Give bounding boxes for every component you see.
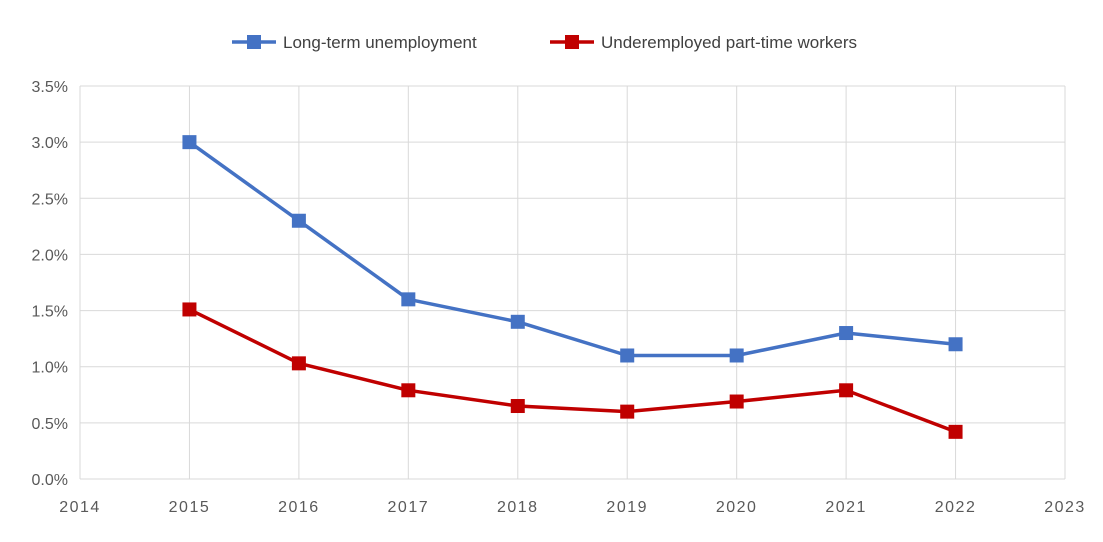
x-tick-label: 2018 — [497, 499, 539, 516]
x-tick-label: 2015 — [169, 499, 211, 516]
x-tick-label: 2020 — [716, 499, 758, 516]
data-point — [182, 135, 197, 150]
data-point — [948, 424, 963, 439]
y-tick-label: 2.5% — [32, 191, 68, 208]
data-point — [401, 292, 416, 307]
data-point — [291, 213, 306, 228]
legend: Long-term unemployment Underemployed part… — [232, 33, 857, 52]
data-point — [620, 348, 635, 363]
data-point — [401, 383, 416, 398]
y-tick-label: 1.0% — [32, 360, 68, 377]
x-tick-label: 2014 — [59, 499, 101, 516]
x-tick-label: 2021 — [825, 499, 867, 516]
x-tick-label: 2019 — [606, 499, 648, 516]
x-tick-label: 2017 — [388, 499, 430, 516]
series-2 — [182, 302, 963, 439]
grid-lines — [79, 85, 1066, 480]
y-axis-ticks: 0.0% 0.5% 1.0% 1.5% 2.0% 2.5% 3.0% 3.5% — [32, 79, 68, 489]
x-tick-label: 2023 — [1044, 499, 1086, 516]
data-point — [729, 348, 744, 363]
y-tick-label: 3.5% — [32, 79, 68, 96]
series-line — [188, 307, 957, 434]
x-axis-ticks: 2014 2015 2016 2017 2018 2019 2020 2021 2022 2023 — [59, 499, 1086, 516]
data-point — [839, 383, 854, 398]
series-layer — [182, 135, 963, 439]
legend-label: Long-term unemployment — [283, 33, 477, 52]
y-tick-label: 0.0% — [32, 472, 68, 489]
legend-item: Long-term unemployment — [232, 33, 477, 52]
data-point — [182, 302, 197, 317]
data-point — [948, 337, 963, 352]
x-tick-label: 2016 — [278, 499, 320, 516]
series-1 — [182, 135, 963, 363]
series-line — [188, 140, 956, 358]
data-point — [510, 314, 525, 329]
x-tick-label: 2022 — [935, 499, 977, 516]
legend-marker — [247, 35, 261, 49]
legend-marker — [565, 35, 579, 49]
data-point — [291, 356, 306, 371]
data-point — [510, 399, 525, 414]
y-tick-label: 1.5% — [32, 304, 68, 321]
data-point — [839, 326, 854, 341]
data-point — [620, 404, 635, 419]
y-tick-label: 3.0% — [32, 135, 68, 152]
legend-item: Underemployed part-time workers — [550, 33, 857, 52]
y-tick-label: 0.5% — [32, 416, 68, 433]
legend-label: Underemployed part-time workers — [601, 33, 857, 52]
data-point — [729, 394, 744, 409]
y-tick-label: 2.0% — [32, 247, 68, 264]
